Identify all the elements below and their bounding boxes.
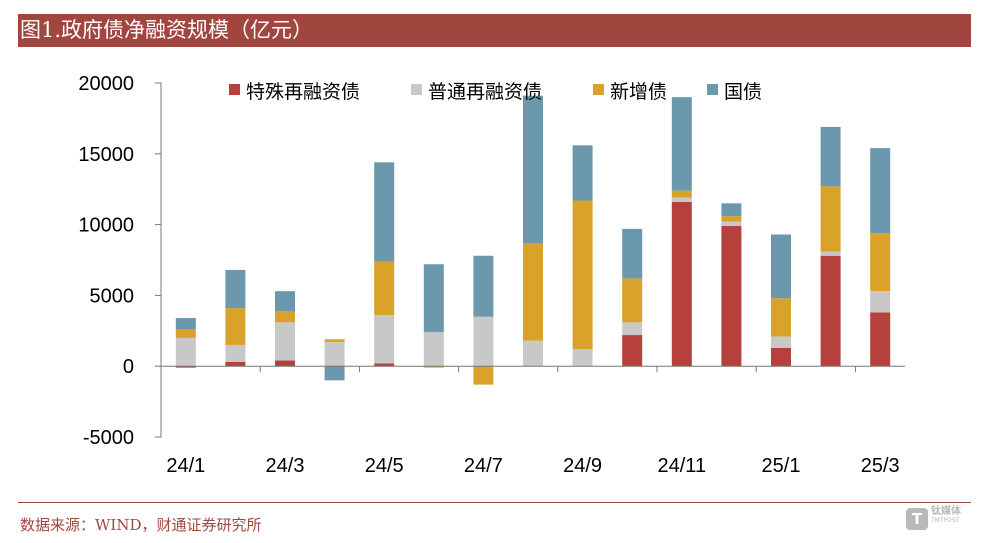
bar-24/8-series-3	[523, 95, 543, 244]
x-tick-label: 24/1	[166, 455, 205, 477]
bar-24/12-series-2	[721, 216, 742, 222]
bar-24/4-series-2	[324, 339, 345, 343]
bar-24/9-series-1	[572, 349, 593, 367]
bar-24/5-series-2	[374, 261, 395, 316]
bar-24/7-series-2	[473, 366, 494, 385]
bar-24/9-series-3	[572, 145, 593, 201]
bar-24/4-series-3	[324, 366, 345, 381]
watermark-logo-icon: T	[906, 508, 928, 530]
legend-swatch-2	[593, 84, 604, 95]
bar-25/1-series-1	[771, 336, 791, 348]
bar-25/3-series-0	[870, 312, 891, 367]
y-tick-label: 15000	[78, 144, 134, 166]
y-tick-label: 0	[123, 356, 134, 378]
bar-25/2-series-2	[820, 186, 841, 252]
legend-swatch-3	[707, 84, 718, 95]
bar-24/10-series-0	[622, 335, 643, 367]
bar-24/8-series-2	[523, 243, 543, 341]
y-tick-label: 5000	[90, 285, 135, 307]
x-tick-label: 24/3	[266, 455, 305, 477]
y-tick-label: 10000	[78, 215, 134, 237]
bar-24/11-series-0	[671, 201, 692, 367]
bar-24/12-series-1	[721, 221, 742, 227]
bar-24/5-series-0	[374, 363, 395, 367]
bar-25/2-series-0	[820, 255, 841, 367]
bar-24/11-series-2	[671, 190, 692, 198]
bar-25/1-series-2	[771, 298, 791, 337]
bar-24/8-series-1	[523, 340, 543, 367]
legend-label-3: 国债	[724, 81, 762, 103]
bar-24/6-series-1	[423, 332, 444, 367]
legend-label-2: 新增债	[610, 81, 667, 103]
bar-25/3-series-2	[870, 233, 891, 292]
bar-24/2-series-1	[225, 344, 246, 362]
bar-24/10-series-1	[622, 322, 643, 336]
bar-24/9-series-2	[572, 200, 593, 350]
bar-24/12-series-3	[721, 203, 742, 217]
bar-24/2-series-2	[225, 308, 246, 345]
bar-25/2-series-1	[820, 251, 841, 256]
x-tick-label: 24/11	[658, 455, 707, 477]
bar-24/3-series-3	[275, 291, 295, 311]
bar-24/2-series-3	[225, 269, 246, 309]
x-tick-label: 25/1	[762, 455, 801, 477]
bar-24/10-series-3	[622, 228, 643, 279]
bar-24/5-series-3	[374, 162, 395, 262]
bar-24/6-series-3	[423, 264, 444, 333]
chart-title: 图1.政府债净融资规模（亿元）	[18, 14, 971, 47]
x-tick-label: 24/9	[563, 455, 602, 477]
bar-24/3-series-1	[275, 322, 295, 361]
bar-24/6-series-2	[423, 366, 444, 368]
watermark-sub: TMTPOST	[931, 517, 960, 524]
bar-24/1-series-1	[175, 337, 196, 367]
legend-label-1: 普通再融资债	[428, 81, 542, 103]
y-tick-label: 20000	[78, 73, 134, 95]
x-tick-label: 24/7	[464, 455, 503, 477]
legend-swatch-1	[411, 84, 422, 95]
bar-24/10-series-2	[622, 278, 643, 323]
bar-24/1-series-2	[175, 329, 196, 338]
bar-24/11-series-1	[671, 197, 692, 202]
bar-24/4-series-1	[324, 342, 345, 367]
watermark-text: 钛媒体 TMTPOST	[931, 507, 961, 524]
bar-24/5-series-1	[374, 315, 395, 364]
watermark-main: 钛媒体	[931, 506, 961, 517]
bar-25/3-series-3	[870, 148, 891, 234]
bar-25/2-series-3	[820, 126, 841, 187]
bar-24/3-series-0	[275, 360, 295, 367]
source-note: 数据来源：WIND，财通证券研究所	[20, 516, 262, 534]
bar-24/3-series-2	[275, 310, 295, 323]
bar-25/3-series-1	[870, 291, 891, 313]
bar-24/7-series-3	[473, 255, 494, 317]
bar-24/7-series-1	[473, 316, 494, 367]
x-tick-label: 25/3	[861, 455, 900, 477]
bar-24/1-series-3	[175, 318, 196, 330]
bar-24/11-series-3	[671, 97, 692, 191]
bar-24/1-series-0	[175, 366, 196, 368]
bar-25/1-series-3	[771, 234, 791, 299]
source-divider	[18, 502, 971, 503]
legend-swatch-0	[229, 84, 240, 95]
y-tick-label: -5000	[83, 427, 134, 449]
bar-24/12-series-0	[721, 226, 742, 367]
bar-25/1-series-0	[771, 347, 791, 367]
legend-label-0: 特殊再融资债	[246, 81, 360, 103]
x-tick-label: 24/5	[365, 455, 404, 477]
bar-24/2-series-0	[225, 361, 246, 367]
